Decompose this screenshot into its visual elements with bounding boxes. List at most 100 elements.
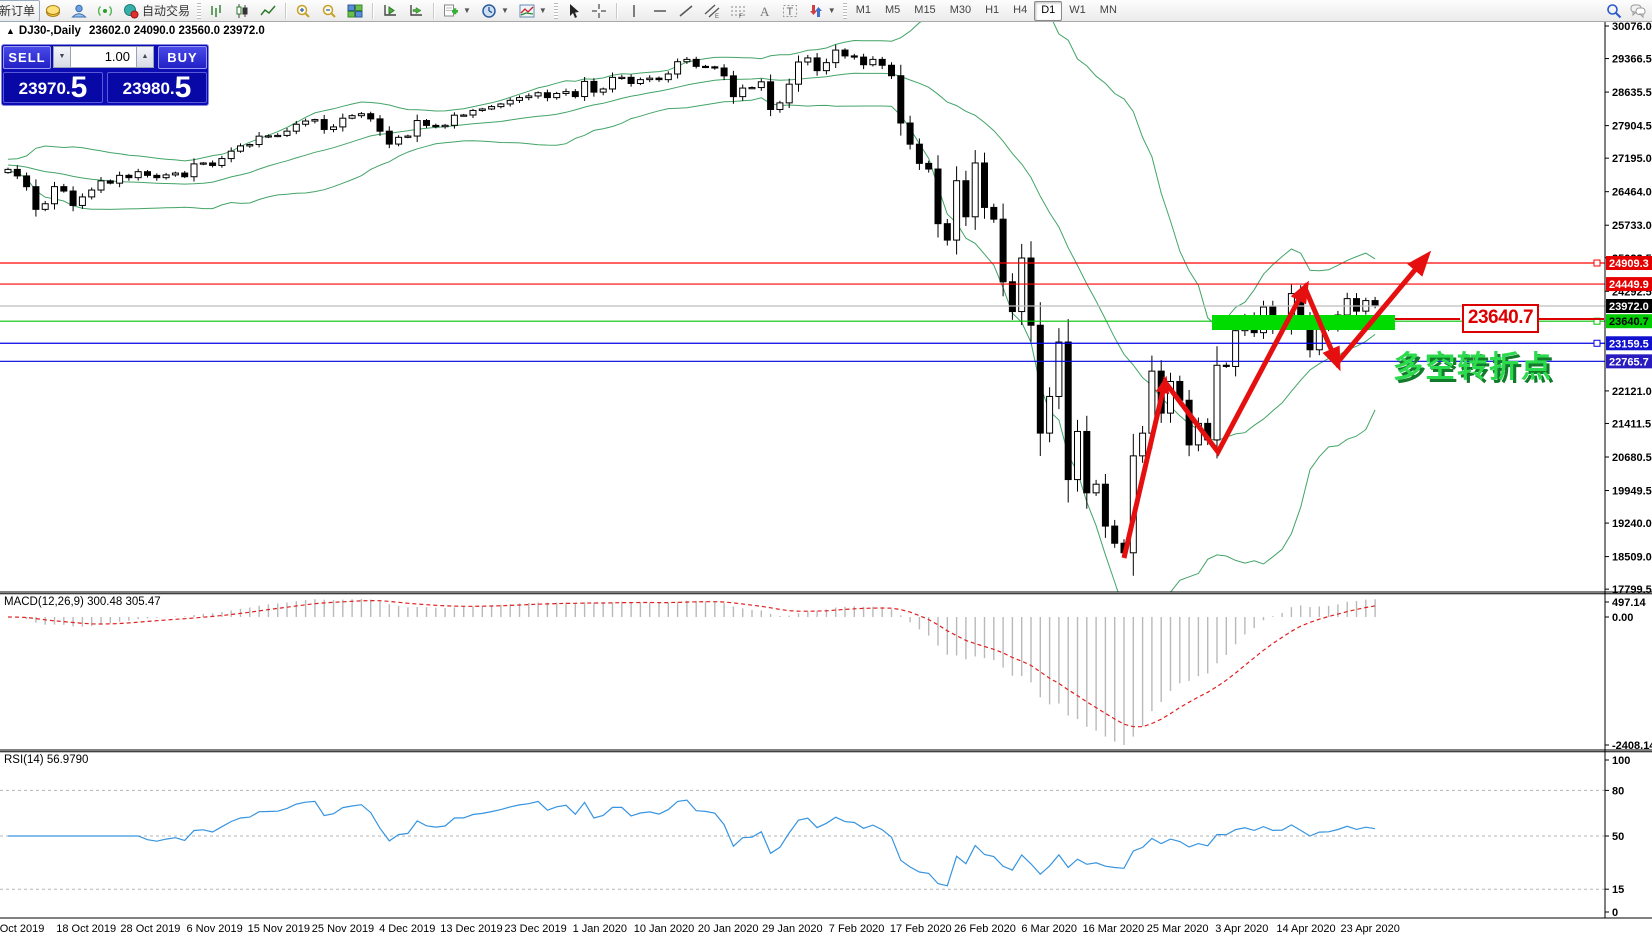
timeframe-M30[interactable]: M30 <box>949 3 972 16</box>
community-icon <box>71 4 87 17</box>
timeframe-bar: M1 M5 M15 M30 H1 H4 D1 W1 MN <box>849 0 1124 21</box>
autotrading-button[interactable]: 自动交易 <box>118 0 195 22</box>
vertical-line-tool-button[interactable] <box>621 0 647 22</box>
signals-icon <box>97 5 113 16</box>
text-label-tool-button[interactable]: T <box>777 0 803 22</box>
crosshair-icon <box>591 3 606 18</box>
search-icon[interactable] <box>1606 3 1622 19</box>
volume-increase-button[interactable]: ▲ <box>136 46 154 68</box>
zoom-out-icon <box>322 4 336 18</box>
new-order-button[interactable]: 新订单 <box>0 0 41 22</box>
timeframe-H4[interactable]: H4 <box>1013 3 1028 16</box>
volume-decrease-button[interactable]: ▼ <box>53 46 71 68</box>
svg-text:7 Feb 2020: 7 Feb 2020 <box>829 923 885 935</box>
svg-text:29 Jan 2020: 29 Jan 2020 <box>762 923 823 935</box>
svg-text:0.00: 0.00 <box>1612 612 1633 624</box>
pane-borders <box>0 22 1652 919</box>
buy-price[interactable]: 23980. 5 <box>107 72 207 103</box>
trend-zigzag-arrows[interactable] <box>1121 250 1432 559</box>
timeframe-W1[interactable]: W1 <box>1069 3 1086 16</box>
timeframe-D1[interactable]: D1 <box>1034 0 1063 21</box>
fibonacci-icon: F <box>730 6 745 19</box>
horizontal-line-tool-button[interactable] <box>647 0 673 22</box>
volume-input[interactable]: 1.00 <box>71 46 136 68</box>
candlestick-chart-button[interactable] <box>229 0 255 22</box>
new-order-label: 新订单 <box>0 4 36 18</box>
vertical-line-icon <box>633 4 635 17</box>
sell-button[interactable]: SELL <box>3 46 51 69</box>
svg-text:25733.0: 25733.0 <box>1612 220 1652 232</box>
cursor-arrow-icon <box>569 3 579 18</box>
clock-icon <box>482 3 496 18</box>
buy-price-big-digit: 5 <box>174 71 192 104</box>
timeframe-M5[interactable]: M5 <box>885 3 901 16</box>
chart-shift-button[interactable] <box>403 0 429 22</box>
text-tool-button[interactable]: A <box>751 0 777 22</box>
svg-text:3 Apr 2020: 3 Apr 2020 <box>1215 923 1268 935</box>
price-axis[interactable]: 30076.0 29366.5 28635.5 27904.5 27195.0 26464… <box>1605 21 1652 596</box>
svg-text:E: E <box>715 14 719 19</box>
fibonacci-tool-button[interactable]: F <box>725 0 751 22</box>
indicator-axes: 497.14 0.00 -2408.14 100 80 50 15 0 <box>1605 597 1652 919</box>
auto-scroll-button[interactable] <box>377 0 403 22</box>
svg-text:20 Jan 2020: 20 Jan 2020 <box>698 923 759 935</box>
price-level-flag[interactable]: 23640.7 <box>1462 304 1539 333</box>
trendline-tool-button[interactable] <box>673 0 699 22</box>
buy-button[interactable]: BUY <box>158 46 207 69</box>
timeframe-M1[interactable]: M1 <box>855 3 871 16</box>
line-chart-icon <box>260 5 276 15</box>
svg-text:15 Nov 2019: 15 Nov 2019 <box>248 923 310 935</box>
svg-text:28635.5: 28635.5 <box>1612 87 1652 99</box>
signals-button[interactable] <box>92 0 118 22</box>
zoom-out-button[interactable] <box>316 0 342 22</box>
svg-text:23159.5: 23159.5 <box>1609 338 1649 350</box>
chat-icon[interactable] <box>1630 3 1646 19</box>
arrows-tool-button[interactable]: ▼ <box>803 0 841 22</box>
svg-text:26464.0: 26464.0 <box>1612 187 1652 199</box>
deposit-icon-button[interactable] <box>40 0 66 22</box>
svg-text:19240.0: 19240.0 <box>1612 518 1652 530</box>
toolbar-separator <box>433 2 435 19</box>
svg-text:17799.5: 17799.5 <box>1612 584 1652 596</box>
buy-price-main: 23980. <box>122 79 175 98</box>
crosshair-tool-button[interactable] <box>586 0 612 22</box>
dropdown-caret-icon: ▼ <box>538 6 547 15</box>
new-chart-button[interactable]: ▼ <box>438 0 476 22</box>
timeframe-H1[interactable]: H1 <box>985 3 1000 16</box>
bar-chart-button[interactable] <box>203 0 229 22</box>
sell-price[interactable]: 23970. 5 <box>3 72 103 103</box>
svg-text:17 Feb 2020: 17 Feb 2020 <box>890 923 952 935</box>
support-zone-highlight[interactable] <box>1212 315 1395 330</box>
turning-point-annotation[interactable]: 多空转折点 <box>1393 351 1553 384</box>
community-button[interactable] <box>66 0 92 22</box>
zoom-in-button[interactable] <box>290 0 316 22</box>
timeframe-MN[interactable]: MN <box>1099 3 1117 16</box>
channel-tool-button[interactable]: E <box>699 0 725 22</box>
date-axis[interactable]: Oct 2019 18 Oct 2019 28 Oct 2019 6 Nov 2019… <box>0 923 1400 935</box>
svg-text:21411.5: 21411.5 <box>1612 418 1651 430</box>
chart-title: ▲ DJ30-,Daily 23602.0 24090.0 23560.0 2397… <box>6 25 265 37</box>
svg-text:13 Dec 2019: 13 Dec 2019 <box>440 923 502 935</box>
text-label-icon: T <box>782 4 797 18</box>
svg-text:100: 100 <box>1612 755 1630 767</box>
svg-text:23640.7: 23640.7 <box>1609 316 1649 328</box>
svg-text:27904.5: 27904.5 <box>1612 121 1652 133</box>
cursor-tool-button[interactable] <box>560 0 586 22</box>
sell-price-big-digit: 5 <box>70 71 88 104</box>
period-button[interactable]: ▼ <box>476 0 514 22</box>
equidistant-channel-icon: E <box>704 4 720 19</box>
tile-windows-button[interactable] <box>342 0 368 22</box>
text-icon: A <box>760 4 770 19</box>
timeframe-M15[interactable]: M15 <box>914 3 936 16</box>
toolbar-separator <box>372 2 374 19</box>
line-chart-button[interactable] <box>255 0 281 22</box>
svg-text:24909.3: 24909.3 <box>1609 258 1649 270</box>
svg-text:23 Apr 2020: 23 Apr 2020 <box>1341 923 1400 935</box>
autotrading-icon <box>124 3 139 18</box>
svg-text:80: 80 <box>1612 785 1624 797</box>
symbol-dropdown-icon[interactable]: ▲ <box>6 26 15 36</box>
toolbar-grip <box>197 2 202 19</box>
indicators-button[interactable]: ▼ <box>514 0 552 22</box>
